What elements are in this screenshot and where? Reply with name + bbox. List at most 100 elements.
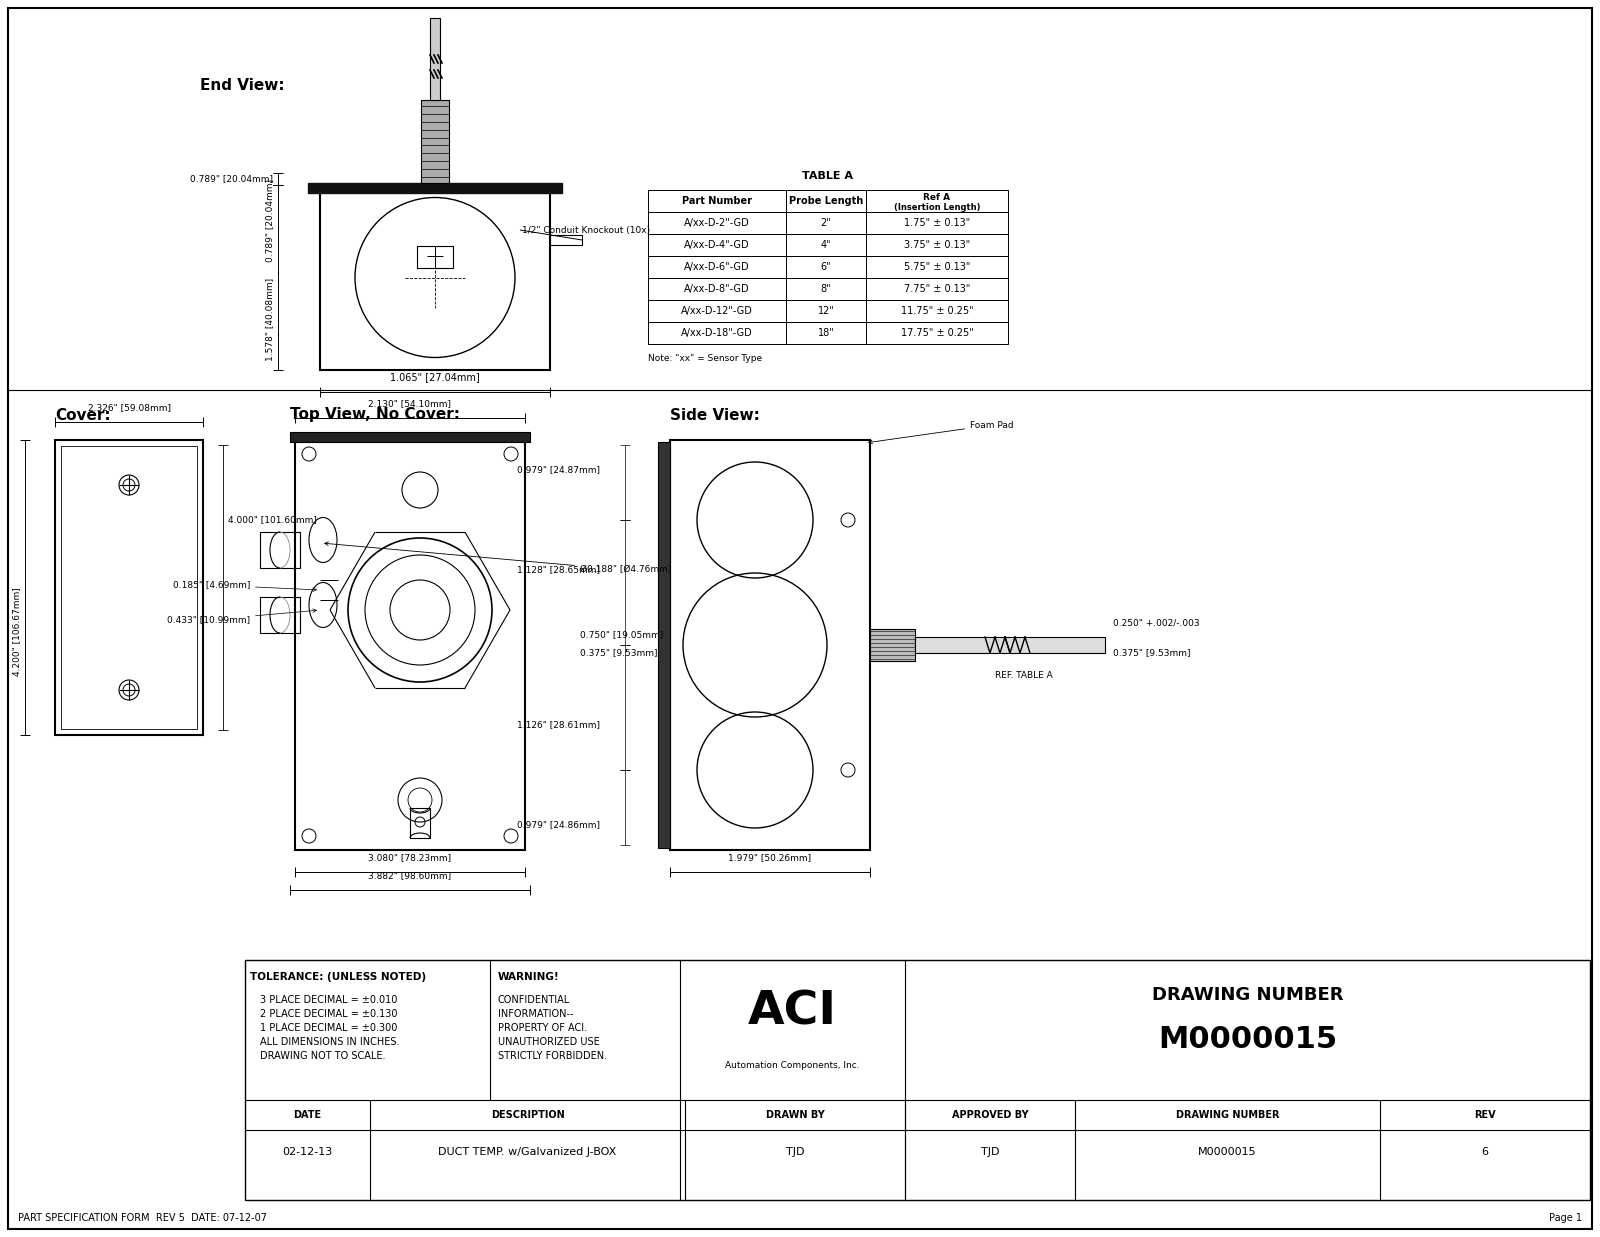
Bar bbox=[54, 440, 203, 735]
Text: PROPERTY OF ACI.: PROPERTY OF ACI. bbox=[498, 1023, 587, 1033]
Text: DRAWING NUMBER: DRAWING NUMBER bbox=[1176, 1110, 1280, 1119]
Text: 8": 8" bbox=[821, 285, 832, 294]
Bar bbox=[670, 440, 870, 850]
Text: WARNING!: WARNING! bbox=[498, 972, 560, 982]
Text: 3 PLACE DECIMAL = ±0.010: 3 PLACE DECIMAL = ±0.010 bbox=[259, 995, 397, 1004]
Text: Top View, No Cover:: Top View, No Cover: bbox=[290, 407, 461, 423]
Text: 1.126" [28.61mm]: 1.126" [28.61mm] bbox=[517, 720, 600, 730]
Text: 0.979" [24.86mm]: 0.979" [24.86mm] bbox=[517, 820, 600, 830]
Bar bbox=[648, 301, 1008, 322]
Text: 0.250" +.002/-.003: 0.250" +.002/-.003 bbox=[1114, 618, 1200, 627]
Text: M0000015: M0000015 bbox=[1198, 1147, 1258, 1157]
Text: 1.128" [28.65mm]: 1.128" [28.65mm] bbox=[517, 565, 600, 574]
Text: 1 PLACE DECIMAL = ±0.300: 1 PLACE DECIMAL = ±0.300 bbox=[259, 1023, 397, 1033]
Bar bbox=[648, 322, 1008, 344]
Text: 1.065" [27.04mm]: 1.065" [27.04mm] bbox=[390, 372, 480, 382]
Text: 4.000" [101.60mm]: 4.000" [101.60mm] bbox=[229, 516, 317, 524]
Text: Note: "xx" = Sensor Type: Note: "xx" = Sensor Type bbox=[648, 354, 762, 362]
Text: 2": 2" bbox=[821, 218, 832, 228]
Text: APPROVED BY: APPROVED BY bbox=[952, 1110, 1029, 1119]
Text: End View:: End View: bbox=[200, 78, 285, 93]
Text: ACI: ACI bbox=[749, 990, 837, 1034]
Bar bbox=[915, 637, 1106, 653]
Bar bbox=[648, 190, 1008, 212]
Text: 1.979" [50.26mm]: 1.979" [50.26mm] bbox=[728, 854, 811, 862]
Text: A/xx-D-18"-GD: A/xx-D-18"-GD bbox=[682, 328, 754, 338]
Text: STRICTLY FORBIDDEN.: STRICTLY FORBIDDEN. bbox=[498, 1051, 606, 1061]
Bar bbox=[648, 212, 1008, 234]
Text: 02-12-13: 02-12-13 bbox=[282, 1147, 333, 1157]
Text: ALL DIMENSIONS IN INCHES.: ALL DIMENSIONS IN INCHES. bbox=[259, 1037, 400, 1047]
Bar bbox=[290, 432, 530, 442]
Text: 0.185" [4.69mm]: 0.185" [4.69mm] bbox=[173, 580, 317, 591]
Text: 4": 4" bbox=[821, 240, 832, 250]
Bar bbox=[421, 100, 450, 183]
Bar bbox=[550, 235, 582, 245]
Bar bbox=[648, 256, 1008, 278]
Text: DATE: DATE bbox=[293, 1110, 322, 1119]
Text: 1/2" Conduit Knockout (10x): 1/2" Conduit Knockout (10x) bbox=[522, 225, 650, 235]
Text: 2.130" [54.10mm]: 2.130" [54.10mm] bbox=[368, 400, 451, 408]
Text: REF. TABLE A: REF. TABLE A bbox=[995, 670, 1053, 679]
Text: Probe Length: Probe Length bbox=[789, 195, 862, 207]
Text: TOLERANCE: (UNLESS NOTED): TOLERANCE: (UNLESS NOTED) bbox=[250, 972, 426, 982]
Text: UNAUTHORIZED USE: UNAUTHORIZED USE bbox=[498, 1037, 600, 1047]
Text: 2.326" [59.08mm]: 2.326" [59.08mm] bbox=[88, 403, 171, 412]
Bar bbox=[430, 19, 440, 100]
Text: 6: 6 bbox=[1482, 1147, 1488, 1157]
Text: 0.433" [10.99mm]: 0.433" [10.99mm] bbox=[166, 609, 317, 625]
Text: 0.375" [9.53mm]: 0.375" [9.53mm] bbox=[1114, 648, 1190, 658]
Text: 0.789" [20.04mm]: 0.789" [20.04mm] bbox=[266, 179, 275, 262]
Text: A/xx-D-8"-GD: A/xx-D-8"-GD bbox=[685, 285, 750, 294]
Text: Automation Components, Inc.: Automation Components, Inc. bbox=[725, 1060, 859, 1070]
Text: A/xx-D-6"-GD: A/xx-D-6"-GD bbox=[685, 262, 750, 272]
Bar bbox=[658, 442, 670, 849]
Text: PART SPECIFICATION FORM  REV 5  DATE: 07-12-07: PART SPECIFICATION FORM REV 5 DATE: 07-1… bbox=[18, 1213, 267, 1223]
Text: M0000015: M0000015 bbox=[1158, 1025, 1338, 1054]
Text: TJD: TJD bbox=[981, 1147, 1000, 1157]
Text: 5.75" ± 0.13": 5.75" ± 0.13" bbox=[904, 262, 970, 272]
Text: 0.750" [19.05mm]: 0.750" [19.05mm] bbox=[579, 631, 664, 640]
Text: 4.200" [106.67mm]: 4.200" [106.67mm] bbox=[13, 588, 21, 677]
Text: 3.75" ± 0.13": 3.75" ± 0.13" bbox=[904, 240, 970, 250]
Text: DRAWING NUMBER: DRAWING NUMBER bbox=[1152, 986, 1344, 1004]
Bar bbox=[320, 186, 550, 370]
Bar bbox=[410, 808, 430, 837]
Text: (Insertion Length): (Insertion Length) bbox=[894, 203, 981, 212]
Text: 0.789" [20.04mm]: 0.789" [20.04mm] bbox=[190, 174, 274, 183]
Text: 7.75" ± 0.13": 7.75" ± 0.13" bbox=[904, 285, 970, 294]
Text: 0.375" [9.53mm]: 0.375" [9.53mm] bbox=[579, 648, 658, 658]
Text: 2 PLACE DECIMAL = ±0.130: 2 PLACE DECIMAL = ±0.130 bbox=[259, 1009, 397, 1019]
Text: TABLE A: TABLE A bbox=[803, 171, 853, 181]
Text: DRAWING NOT TO SCALE.: DRAWING NOT TO SCALE. bbox=[259, 1051, 386, 1061]
Text: Side View:: Side View: bbox=[670, 407, 760, 423]
Text: A/xx-D-4"-GD: A/xx-D-4"-GD bbox=[685, 240, 750, 250]
Bar bbox=[870, 628, 915, 661]
Text: 18": 18" bbox=[818, 328, 834, 338]
Text: 3.882" [98.60mm]: 3.882" [98.60mm] bbox=[368, 871, 451, 880]
Text: REV: REV bbox=[1474, 1110, 1496, 1119]
Text: 6": 6" bbox=[821, 262, 832, 272]
Bar bbox=[61, 447, 197, 729]
Text: 11.75" ± 0.25": 11.75" ± 0.25" bbox=[901, 306, 973, 315]
Text: DRAWN BY: DRAWN BY bbox=[766, 1110, 824, 1119]
Text: DESCRIPTION: DESCRIPTION bbox=[491, 1110, 565, 1119]
Bar bbox=[259, 532, 301, 568]
Bar bbox=[245, 960, 1590, 1200]
Text: TJD: TJD bbox=[786, 1147, 805, 1157]
Text: 12": 12" bbox=[818, 306, 835, 315]
Bar bbox=[648, 278, 1008, 301]
Bar bbox=[294, 440, 525, 850]
Text: A/xx-D-12"-GD: A/xx-D-12"-GD bbox=[682, 306, 754, 315]
Text: 1.578" [40.08mm]: 1.578" [40.08mm] bbox=[266, 277, 275, 361]
Text: Foam Pad: Foam Pad bbox=[869, 421, 1014, 444]
Text: Ref A: Ref A bbox=[923, 193, 950, 202]
Text: A/xx-D-2"-GD: A/xx-D-2"-GD bbox=[685, 218, 750, 228]
Text: Part Number: Part Number bbox=[682, 195, 752, 207]
Text: 3.080" [78.23mm]: 3.080" [78.23mm] bbox=[368, 854, 451, 862]
Bar bbox=[648, 234, 1008, 256]
Text: CONFIDENTIAL: CONFIDENTIAL bbox=[498, 995, 570, 1004]
Bar bbox=[307, 183, 562, 193]
Bar bbox=[418, 245, 453, 267]
Text: 0.979" [24.87mm]: 0.979" [24.87mm] bbox=[517, 465, 600, 475]
